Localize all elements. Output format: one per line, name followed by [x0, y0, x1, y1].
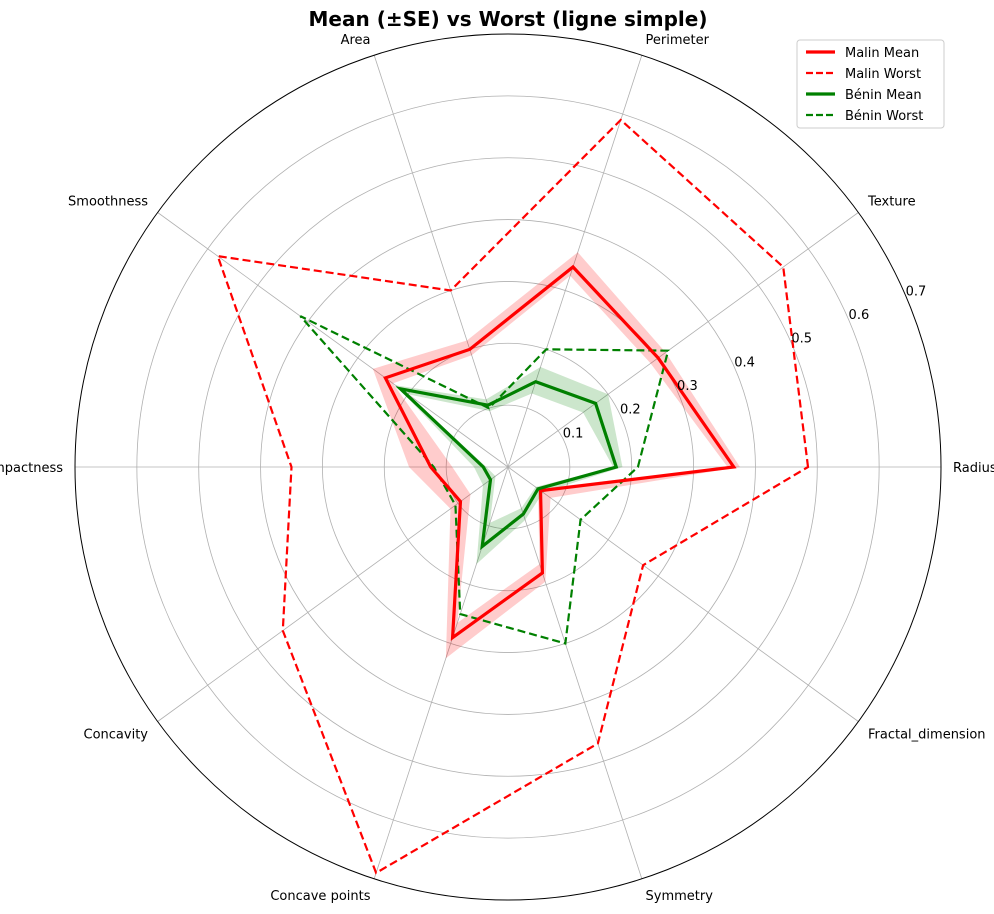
grid-spoke: [373, 55, 509, 468]
grid-spoke: [507, 466, 643, 879]
legend-box: [796, 39, 945, 129]
grid-spoke: [157, 466, 509, 722]
chart-title: Mean (±SE) vs Worst (ligne simple): [309, 7, 708, 31]
grid-spoke: [507, 466, 859, 722]
radial-tick-label: 0.3: [677, 379, 698, 394]
axis-label: Concavity: [84, 728, 149, 743]
radial-tick-label: 0.2: [620, 403, 641, 418]
grid-spoke: [373, 466, 509, 879]
legend-label: Malin Worst: [845, 67, 921, 82]
grid-spoke: [507, 55, 643, 468]
grid-spoke: [157, 212, 509, 468]
se-band-0: [372, 252, 740, 659]
series-line-0: [383, 264, 737, 641]
legend: Malin Mean Malin Worst Bénin Mean Bénin Wor…: [796, 39, 945, 129]
radial-tick-label: 0.6: [849, 308, 870, 323]
axis-label: Smoothness: [68, 194, 148, 209]
axis-label: Radius: [953, 461, 994, 476]
radial-tick-label: 0.7: [906, 284, 927, 299]
axis-label: Fractal_dimension: [868, 728, 986, 743]
grid-spoke: [507, 212, 859, 468]
se-bands: [372, 252, 740, 659]
axis-label: Area: [341, 33, 371, 48]
series-lines: [216, 118, 810, 875]
legend-label: Malin Mean: [845, 46, 919, 61]
axis-label: Compactness: [0, 461, 63, 476]
legend-label: Bénin Mean: [845, 88, 922, 103]
axis-labels: Radius Texture Perimeter Area Smoothness Comp…: [0, 33, 994, 904]
radial-tick-label: 0.4: [734, 355, 755, 370]
outer-frame: [74, 33, 942, 901]
axis-label: Texture: [867, 194, 916, 209]
series-line-3: [299, 315, 670, 645]
radial-tick-label: 0.1: [563, 426, 584, 441]
radial-tick-labels: 0.1 0.2 0.3 0.4 0.5 0.6 0.7: [563, 284, 927, 441]
axis-label: Symmetry: [646, 889, 714, 904]
radar-grid: [74, 33, 942, 901]
radial-tick-label: 0.5: [791, 332, 812, 347]
series-line-2: [395, 379, 619, 551]
series-line-1: [216, 118, 810, 875]
axis-label: Concave points: [270, 889, 370, 904]
legend-label: Bénin Worst: [845, 109, 923, 124]
axis-label: Perimeter: [646, 33, 710, 48]
